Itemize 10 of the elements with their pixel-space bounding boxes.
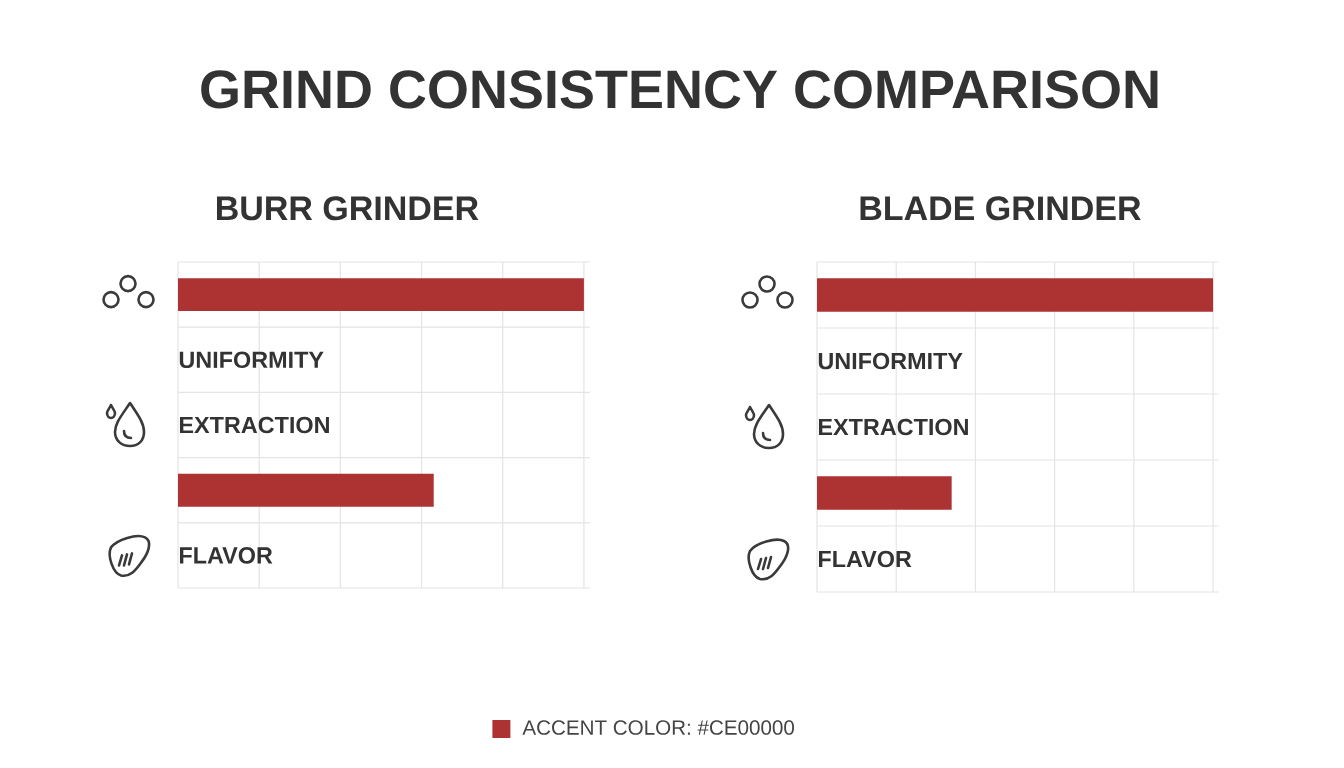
chart-title: BURR GRINDER bbox=[217, 196, 479, 221]
y-tick-label: FLAVOR bbox=[818, 550, 912, 568]
chart-title: BLADE GRINDER bbox=[860, 196, 1141, 221]
y-tick-label: EXTRACTION bbox=[818, 418, 968, 436]
legend-label: ACCENT COLOR: #CE00000 bbox=[522, 720, 795, 735]
y-tick-label: EXTRACTION bbox=[179, 416, 329, 434]
y-tick-label: FLAVOR bbox=[179, 547, 273, 564]
y-tick-label: UNIFORMITY bbox=[179, 351, 324, 369]
text: GRIND CONSISTENCY COMPARISON bbox=[201, 70, 1158, 109]
y-tick-label: UNIFORMITY bbox=[818, 352, 963, 370]
